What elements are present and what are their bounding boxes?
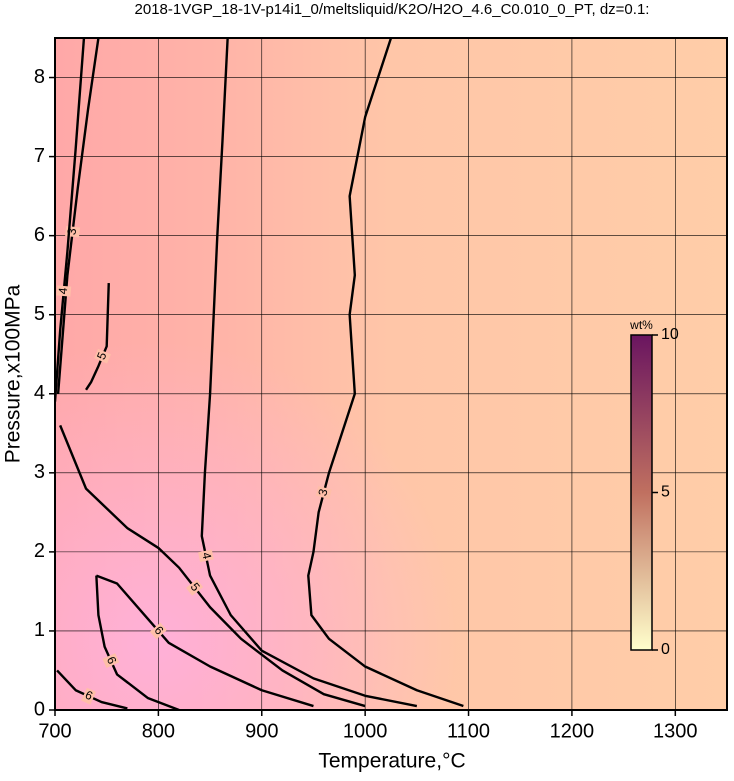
y-tick-label: 7 — [34, 145, 45, 167]
contour-label-bg — [56, 285, 72, 297]
contour-label: 4 — [56, 287, 71, 295]
x-tick-label: 1200 — [550, 720, 595, 742]
x-axis-label: Temperature,°C — [318, 750, 465, 773]
contour-label: 4 — [199, 551, 214, 561]
y-axis-label: Pressure,x100MPa — [2, 284, 25, 463]
contour-label: 3 — [64, 227, 79, 236]
colorbar-tick-label: 5 — [661, 484, 670, 501]
x-tick-label: 700 — [38, 720, 71, 742]
contour-label-bg — [149, 622, 167, 640]
y-tick-label: 1 — [34, 619, 45, 641]
colorbar: wt% 0 5 10 — [629, 318, 679, 658]
contour-label: 5 — [94, 350, 110, 362]
colorbar-scale — [630, 334, 653, 651]
contour-line — [95, 574, 314, 708]
contour-line — [307, 38, 464, 708]
y-tick-label: 8 — [34, 66, 45, 88]
x-tick-label: 1100 — [447, 720, 490, 742]
y-tick-label: 5 — [34, 303, 45, 325]
contour-line — [56, 38, 100, 394]
x-tick-label: 900 — [245, 720, 278, 742]
contour-line — [55, 38, 86, 402]
contour-label-bg — [94, 348, 111, 364]
contour-label-bg — [102, 653, 120, 669]
contour-label-bg — [81, 687, 97, 705]
plot-background — [55, 38, 727, 710]
y-tick-label: 0 — [34, 698, 45, 720]
colorbar-tick-label: 0 — [661, 641, 670, 658]
x-tick-label: 1300 — [653, 720, 698, 742]
y-tick-label: 2 — [34, 540, 45, 562]
contour-label-bg — [185, 579, 204, 596]
colorbar-tick-label: 10 — [661, 326, 679, 343]
contour-label: 3 — [315, 487, 330, 497]
plot-frame — [54, 37, 728, 711]
contour-label-bg — [315, 485, 332, 500]
colorbar-label: wt% — [629, 318, 653, 332]
chart-title: 2018-1VGP_18-1V-p14i1_0/meltsliquid/K2O/… — [135, 1, 650, 18]
y-tick-label: 3 — [34, 461, 45, 483]
x-tick-label: 800 — [142, 720, 175, 742]
y-tick-label: 6 — [34, 224, 45, 246]
x-tick-label: 1000 — [343, 720, 388, 742]
contour-label-bg — [198, 549, 214, 563]
y-tick-label: 4 — [34, 382, 45, 404]
contour-line — [85, 283, 110, 391]
